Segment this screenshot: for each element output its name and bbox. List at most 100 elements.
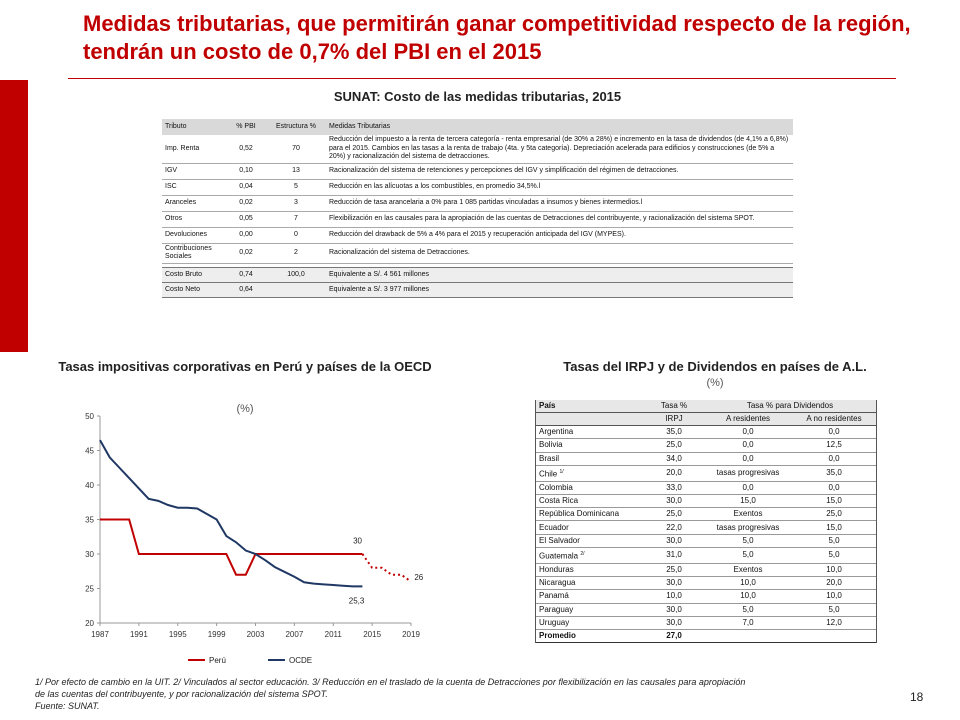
table-row: Devoluciones 0,00 0 Reducción del drawback … [162,227,793,244]
cell-pbi: 0,04 [226,179,266,196]
cell-no-residentes: 5,0 [792,603,876,617]
cell-est [266,281,326,298]
table-row: Argentina 35,0 0,0 0,0 [536,425,876,440]
page-title: Medidas tributarias, que permitirán gana… [83,11,911,64]
series-projection-peru [361,553,412,583]
x-tick-label: 2003 [247,630,265,639]
cell-no-residentes: 0,0 [792,452,876,466]
cell-est: 2 [266,243,326,264]
cell-pais: Guatemala 2/ [536,547,644,564]
x-tick-label: 2011 [325,630,343,639]
cell-pais: Colombia [536,481,644,495]
footnote-line: 1/ Por efecto de cambio en la UIT. 2/ Vi… [35,677,746,687]
country-name: Brasil [539,453,560,463]
cell-irpj: 30,0 [644,576,704,591]
country-name: Guatemala [539,551,579,561]
column-header: % PBI [226,119,266,135]
series-line-oecd [99,439,363,588]
y-tick-label: 40 [85,481,94,490]
table-row: Costo Neto 0,64 Equivalente a S/. 3 977 mi… [162,281,793,298]
table-row: Costo Bruto 0,74 100,0 Equivalente a S/. 4 … [162,266,793,283]
cell-residentes: tasas progresivas [704,520,792,535]
cell-medida: Equivalente a S/. 3 977 millones [326,281,793,298]
cell-est: 70 [266,135,326,164]
cell-tributo: Contribuciones Sociales [162,243,226,264]
cell-tributo: Costo Neto [162,281,226,298]
footnote-marker: 2/ [580,551,585,558]
cell-pbi: 0,64 [226,281,266,298]
cell-pbi: 0,10 [226,163,266,180]
table-row: Uruguay 30,0 7,0 12,0 [536,616,876,631]
table-row: Paraguay 30,0 5,0 5,0 [536,603,876,617]
cell-est: 3 [266,195,326,212]
cell-medida: Racionalización del sistema de retencion… [326,163,793,180]
cell-pais: Honduras [536,563,644,577]
cell-irpj: 25,0 [644,438,704,453]
data-label: 26 [414,573,423,582]
cell-pais: Bolivia [536,438,644,453]
table-row: Ecuador 22,0 tasas progresivas 15,0 [536,520,876,535]
table-row: Honduras 25,0 Exentos 10,0 [536,563,876,577]
cell-residentes: 15,0 [704,494,792,509]
country-name: Uruguay [539,618,570,628]
table-row: ISC 0,04 5 Reducción en las alícuotas a los… [162,179,793,196]
cell-pais: El Salvador [536,534,644,549]
country-name: Chile [539,469,558,479]
data-label: 25,3 [349,597,365,606]
legend-label-oecd: OCDE [289,656,312,665]
cell-pais: Chile 1/ [536,465,644,482]
blank-cell [536,412,644,426]
cell-no-residentes: 12,0 [792,616,876,631]
cell-irpj: 20,0 [644,465,704,482]
cell-residentes: 0,0 [704,481,792,495]
cell-medida: Reducción de tasa arancelaria a 0% para … [326,195,793,212]
table-row: Imp. Renta 0,52 70 Reducción del impuesto a… [162,135,793,164]
column-header: Medidas Tributarias [326,119,793,135]
cell-pais: Promedio [536,629,644,644]
country-name: Bolivia [539,440,563,450]
cell-irpj: 30,0 [644,616,704,631]
cell-irpj: 34,0 [644,452,704,466]
title-divider [68,78,896,79]
tax-measures-table: Tributo % PBI Estructura % Medidas Tribu… [162,119,793,298]
cell-pbi: 0,52 [226,135,266,164]
cell-irpj: 33,0 [644,481,704,495]
column-header: Tasa % [644,400,704,413]
cell-residentes: 5,0 [704,547,792,564]
cell-irpj: 22,0 [644,520,704,535]
cell-residentes: 0,0 [704,425,792,440]
chart-unit: (%) [236,403,254,415]
blank-cell [792,629,876,644]
chart-title: Tasas impositivas corporativas en Perú y… [58,359,432,374]
cell-pais: Argentina [536,425,644,440]
cell-tributo: ISC [162,179,226,196]
footnote-source: Fuente: SUNAT. [35,701,100,711]
cell-medida: Racionalización del sistema de Detraccio… [326,243,793,264]
cell-tributo: IGV [162,163,226,180]
cell-residentes: 5,0 [704,603,792,617]
cell-est: 100,0 [266,266,326,283]
table-row: Guatemala 2/31,0 5,0 5,0 [536,547,876,564]
x-tick-label: 1987 [91,630,109,639]
table-row: Costa Rica 30,0 15,0 15,0 [536,494,876,509]
red-accent-bar [0,80,28,352]
y-tick-label: 25 [85,585,94,594]
cell-pbi: 0,05 [226,211,266,228]
cell-residentes: 5,0 [704,534,792,549]
cell-residentes: tasas progresivas [704,465,792,482]
cell-tributo: Devoluciones [162,227,226,244]
cell-irpj: 10,0 [644,589,704,604]
cell-no-residentes: 5,0 [792,534,876,549]
table-header-row: País Tasa % Tasa % para Dividendos [536,400,876,413]
table-row: Otros 0,05 7 Flexibilización en las causale… [162,211,793,228]
table-row: El Salvador 30,0 5,0 5,0 [536,534,876,549]
cell-irpj: 31,0 [644,547,704,564]
x-tick-label: 1999 [208,630,226,639]
cell-est: 0 [266,227,326,244]
cell-medida: Flexibilización en las causales para la … [326,211,793,228]
cell-pais: República Dominicana [536,507,644,522]
promedio-row: Promedio 27,0 [536,629,876,644]
table-subheader-row: IRPJ A residentes A no residentes [536,412,876,426]
table-header-row: Tributo % PBI Estructura % Medidas Tribu… [162,119,793,135]
cell-pbi: 0,74 [226,266,266,283]
